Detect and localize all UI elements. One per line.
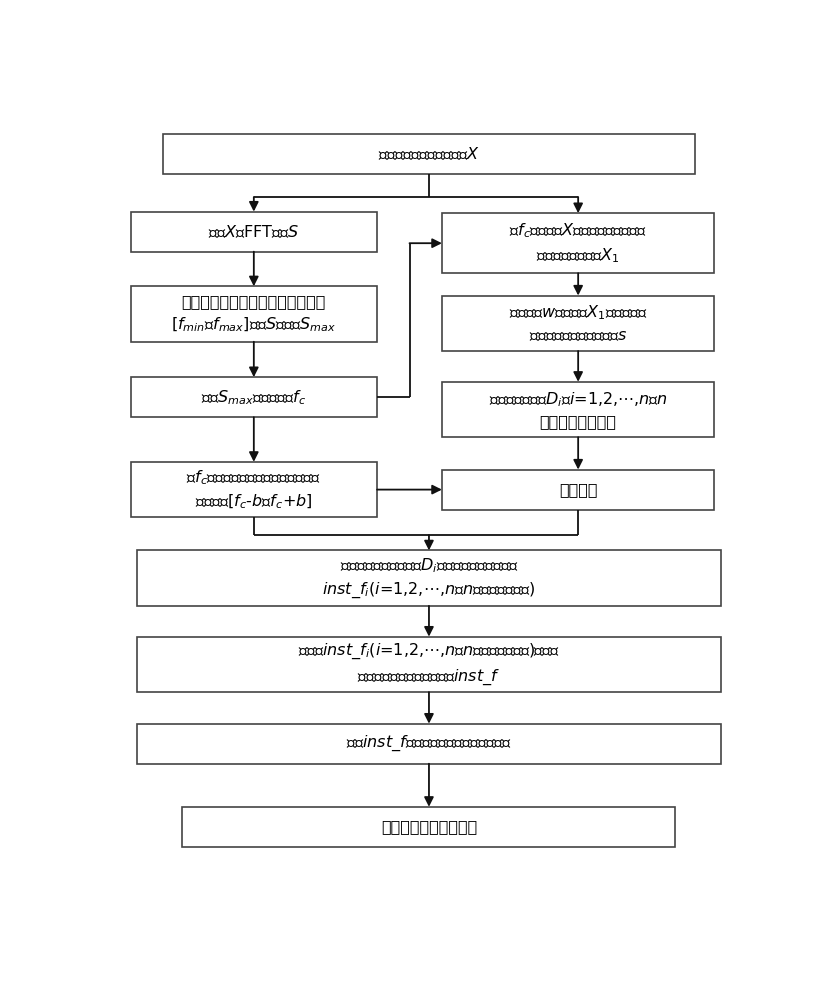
Text: 以$f_c$为中心对$X$进行窄带滤波，窄带
滤波后振动数据为$X_1$: 以$f_c$为中心对$X$进行窄带滤波，窄带 滤波后振动数据为$X_1$ — [508, 221, 646, 265]
Text: 各窗口内对应振动数据$D_i$的转频或转频谐波频率
$inst\_f_i$($i$=1,2,⋯,$n$，$n$为窗口滑动次数): 各窗口内对应振动数据$D_i$的转频或转频谐波频率 $inst\_f_i$($i… — [322, 556, 535, 600]
FancyBboxPatch shape — [130, 286, 377, 342]
FancyBboxPatch shape — [130, 212, 377, 252]
FancyBboxPatch shape — [182, 807, 675, 847]
FancyBboxPatch shape — [137, 724, 720, 764]
Text: 提取旋转机械故障特征: 提取旋转机械故障特征 — [380, 819, 477, 834]
FancyBboxPatch shape — [441, 296, 713, 351]
FancyBboxPatch shape — [137, 550, 720, 606]
FancyBboxPatch shape — [130, 377, 377, 417]
Text: 以$f_c$为中心设置转频或转频谐波频率
搜索区间[$f_c$-$b$，$f_c$+$b$]: 以$f_c$为中心设置转频或转频谐波频率 搜索区间[$f_c$-$b$，$f_c… — [186, 468, 321, 511]
Text: 计算$X$的FFT频谱$S$: 计算$X$的FFT频谱$S$ — [208, 223, 299, 240]
FancyBboxPatch shape — [137, 637, 720, 692]
FancyBboxPatch shape — [441, 382, 713, 437]
Text: 计算$S_{max}$对应的频率$f_c$: 计算$S_{max}$对应的频率$f_c$ — [201, 388, 306, 407]
Text: 匹配追踪: 匹配追踪 — [558, 482, 597, 497]
FancyBboxPatch shape — [441, 213, 713, 273]
Text: 变转速旋转机械振动数据$X$: 变转速旋转机械振动数据$X$ — [378, 146, 479, 162]
FancyBboxPatch shape — [130, 462, 377, 517]
Text: 利用$inst\_f$对振动数据进行阶次跟踪分析: 利用$inst\_f$对振动数据进行阶次跟踪分析 — [346, 734, 511, 753]
Text: 截断后振动数据$D_i$（$i$=1,2,⋯,$n$，$n$
为窗口滑动次数）: 截断后振动数据$D_i$（$i$=1,2,⋯,$n$，$n$ 为窗口滑动次数） — [488, 390, 667, 429]
Text: 计算转频或转频谐波频率搜索区间
[$f_{min}$，$f_{max}$]内的$S$最大值$S_{max}$: 计算转频或转频谐波频率搜索区间 [$f_{min}$，$f_{max}$]内的$… — [171, 294, 336, 334]
Text: 以时长为$w$的窗口对$X_1$逐次进行滑
动截断，窗口滑动步长为$s$: 以时长为$w$的窗口对$X_1$逐次进行滑 动截断，窗口滑动步长为$s$ — [508, 304, 646, 343]
FancyBboxPatch shape — [163, 134, 694, 174]
FancyBboxPatch shape — [441, 470, 713, 510]
Text: 将所有$inst\_f_i$($i$=1,2,⋯,$n$，$n$为窗口滑动次数)合成为
振动数据整个时段瞬时转频$inst\_f$: 将所有$inst\_f_i$($i$=1,2,⋯,$n$，$n$为窗口滑动次数)… — [298, 642, 559, 687]
